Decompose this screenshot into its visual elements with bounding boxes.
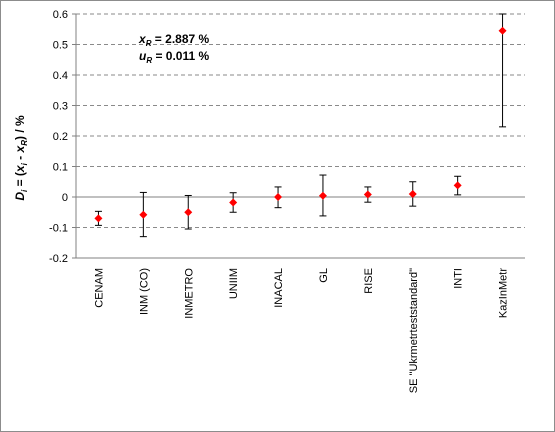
category-label: GL bbox=[318, 268, 330, 283]
category-labels: CENAM INM (CO) INMETRO UNIIM INACAL GL RISE SE … bbox=[93, 268, 509, 394]
data-point-diamond bbox=[229, 198, 238, 207]
y-tick-label: 0.4 bbox=[53, 70, 68, 82]
category-label: INMETRO bbox=[183, 268, 195, 319]
data-point-diamond bbox=[94, 214, 103, 223]
category-label: INTI bbox=[453, 268, 465, 289]
data-point-diamond bbox=[453, 181, 462, 190]
axes bbox=[72, 13, 525, 259]
error-bars bbox=[94, 13, 507, 238]
data-point-diamond bbox=[139, 210, 148, 219]
data-point-diamond bbox=[274, 193, 283, 201]
y-tick-label: 0.2 bbox=[53, 131, 68, 143]
y-tick-label: 0.6 bbox=[53, 9, 68, 21]
y-tick-label: -0.1 bbox=[49, 223, 68, 235]
y-tick-label: 0.1 bbox=[53, 162, 68, 174]
y-axis-label: Di = (xi - xR) / % bbox=[13, 115, 29, 201]
y-tick-label: 0.5 bbox=[53, 40, 68, 52]
category-label: CENAM bbox=[93, 268, 105, 308]
gridlines bbox=[76, 13, 525, 228]
category-label: UNIIM bbox=[228, 268, 240, 299]
y-tick-label: 0.3 bbox=[53, 101, 68, 113]
category-label: INM (CO) bbox=[138, 268, 150, 315]
data-point-diamond bbox=[184, 208, 193, 217]
category-label: INACAL bbox=[273, 268, 285, 308]
data-point-diamond bbox=[363, 190, 372, 199]
category-label: KazInMetr bbox=[498, 268, 510, 318]
data-points bbox=[94, 26, 507, 223]
category-label: SE "Ukrmetrteststandard" bbox=[408, 268, 420, 393]
data-point-diamond bbox=[408, 189, 417, 198]
annotation-line-1: xR = 2.887 % bbox=[138, 32, 210, 48]
data-point-diamond bbox=[498, 26, 507, 35]
data-point-diamond bbox=[318, 191, 327, 200]
category-label: RISE bbox=[363, 268, 375, 294]
y-tick-label: 0 bbox=[62, 192, 68, 204]
annotation-line-2: uR = 0.011 % bbox=[139, 49, 210, 65]
y-tick-labels: 0.6 0.5 0.4 0.3 0.2 0.1 0 -0.1 -0.2 bbox=[49, 9, 68, 265]
y-tick-label: -0.2 bbox=[49, 253, 68, 265]
